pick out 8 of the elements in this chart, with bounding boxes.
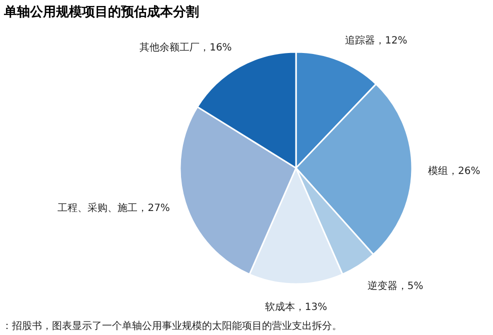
slice-label: 逆变器，5% bbox=[367, 280, 424, 292]
text: ：招股书，图表显示了一个单轴公用事业规模的太阳能项目的营业支出拆分。 bbox=[2, 320, 342, 332]
slice-label: 工程、采购、施工，27% bbox=[58, 202, 170, 214]
slice-label: 其他余额工厂，16% bbox=[140, 42, 232, 54]
chart-title: 单轴公用规模项目的预估成本分割 bbox=[3, 4, 199, 20]
slice-label: 软成本，13% bbox=[264, 301, 328, 313]
slice-label: 追踪器，12% bbox=[345, 34, 408, 46]
slice-label: 模组，26% bbox=[428, 165, 480, 178]
